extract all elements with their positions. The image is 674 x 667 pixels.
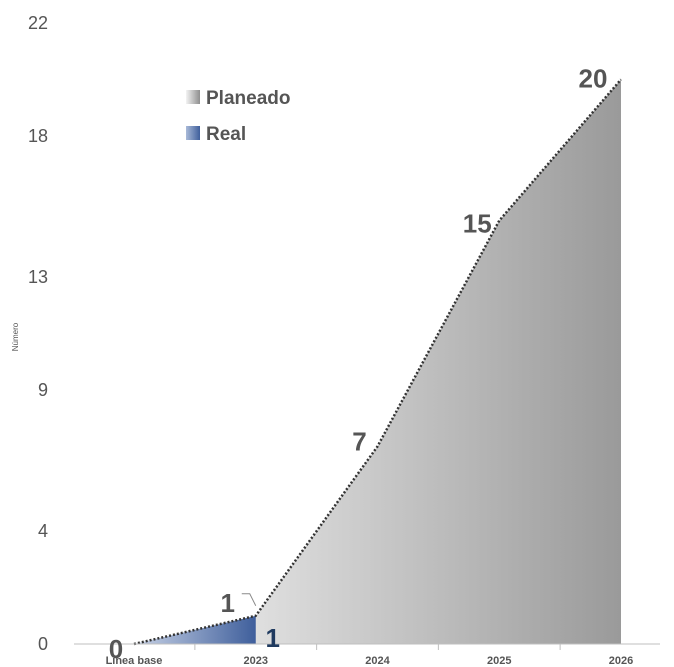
y-tick-label: 18: [28, 126, 48, 146]
y-tick-label: 0: [38, 634, 48, 654]
leader-line-planeado: [241, 593, 257, 606]
y-axis-label: Número: [11, 322, 20, 351]
line-planeado: [133, 78, 622, 646]
data-label-planeado: 15: [463, 209, 492, 239]
legend-label-real: Real: [206, 124, 246, 145]
data-label-planeado: 0: [109, 634, 123, 664]
x-tick-label: 2023: [244, 655, 268, 667]
legend-label-planeado: Planeado: [206, 88, 290, 109]
data-label-planeado: 7: [352, 426, 366, 456]
area-real: [134, 615, 256, 644]
legend: Planeado Real: [186, 88, 290, 145]
area-planeado: [134, 79, 621, 645]
y-tick-label: 9: [38, 380, 48, 400]
y-tick-label: 22: [28, 13, 48, 33]
data-label-planeado: 20: [579, 63, 608, 93]
y-axis: 0 4 9 13 18 22: [28, 13, 48, 654]
legend-swatch-real: [186, 126, 200, 140]
legend-swatch-planeado: [186, 90, 200, 104]
y-tick-label: 4: [38, 521, 48, 541]
data-labels: 0 1 7 15 20 1: [109, 63, 608, 664]
y-tick-label: 13: [28, 267, 48, 287]
x-tick-label: 2024: [365, 655, 390, 667]
x-tick-label: Línea base: [106, 655, 163, 667]
plot-area: [133, 78, 622, 646]
data-label-planeado: 1: [221, 588, 235, 618]
data-label-real: 1: [266, 623, 280, 653]
x-tick-label: 2025: [487, 655, 511, 667]
x-axis: Línea base 2023 2024 2025 2026: [74, 643, 660, 667]
x-tick-label: 2026: [609, 655, 633, 667]
